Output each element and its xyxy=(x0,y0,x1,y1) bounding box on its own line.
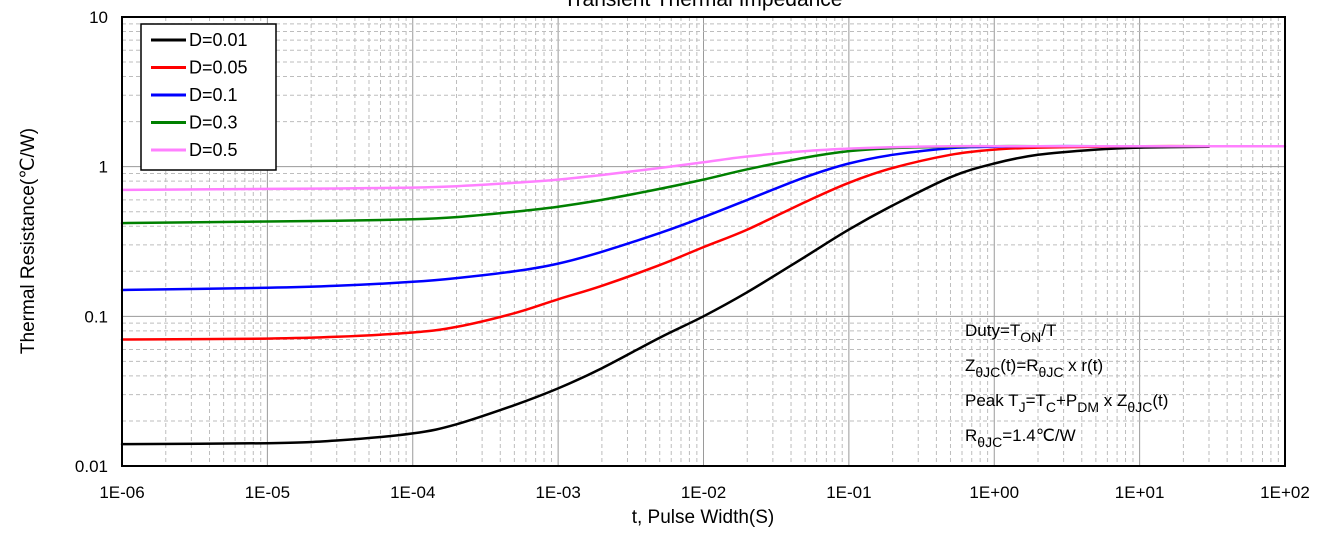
legend-label: D=0.5 xyxy=(189,140,238,160)
x-tick-label: 1E+01 xyxy=(1115,483,1165,502)
y-tick-label: 10 xyxy=(89,8,108,27)
plot-frame xyxy=(121,16,1286,467)
legend-label: D=0.3 xyxy=(189,113,238,133)
y-tick-label: 0.01 xyxy=(75,457,108,476)
chart-title: Transient Thermal Impedance xyxy=(564,0,843,11)
series-line-d-0-5 xyxy=(120,144,1287,192)
legend-label: D=0.1 xyxy=(189,85,238,105)
duty-annotation: Duty=TON/T xyxy=(965,321,1056,345)
x-tick-labels: 1E-06 1E-05 1E-04 1E-03 1E-02 1E-01 1E+00 1E+01… xyxy=(99,483,1310,502)
legend-label: D=0.05 xyxy=(189,58,248,78)
x-tick-label: 1E-01 xyxy=(826,483,871,502)
y-tick-labels: 0.01 0.1 1 10 xyxy=(75,8,108,476)
series-layer xyxy=(120,144,1287,446)
annotations: Duty=TON/T ZθJC(t)=RθJC x r(t) Peak TJ=TC+… xyxy=(965,321,1168,450)
x-tick-label: 1E+02 xyxy=(1260,483,1310,502)
x-axis-label: t, Pulse Width(S) xyxy=(632,507,775,528)
peak-tj-annotation: Peak TJ=TC+PDM x ZθJC(t) xyxy=(965,391,1168,415)
series-line-d-0-01 xyxy=(120,145,1211,446)
x-tick-label: 1E-06 xyxy=(99,483,144,502)
x-tick-label: 1E-04 xyxy=(390,483,435,502)
x-tick-label: 1E+00 xyxy=(969,483,1019,502)
series-line-d-0-05 xyxy=(120,144,1211,341)
x-tick-label: 1E-03 xyxy=(535,483,580,502)
legend: D=0.01 D=0.05 D=0.1 D=0.3 D=0.5 xyxy=(140,23,277,171)
legend-box xyxy=(140,23,277,171)
x-tick-label: 1E-02 xyxy=(681,483,726,502)
x-tick-label: 1E-05 xyxy=(245,483,290,502)
y-tick-label: 0.1 xyxy=(84,307,108,326)
zthjc-annotation: ZθJC(t)=RθJC x r(t) xyxy=(965,356,1103,380)
y-tick-label: 1 xyxy=(99,158,108,177)
y-axis-label: Thermal Resistance(℃/W) xyxy=(18,128,39,354)
grid xyxy=(121,17,1285,467)
rthjc-annotation: RθJC=1.4℃/W xyxy=(965,426,1076,450)
legend-label: D=0.01 xyxy=(189,30,248,50)
